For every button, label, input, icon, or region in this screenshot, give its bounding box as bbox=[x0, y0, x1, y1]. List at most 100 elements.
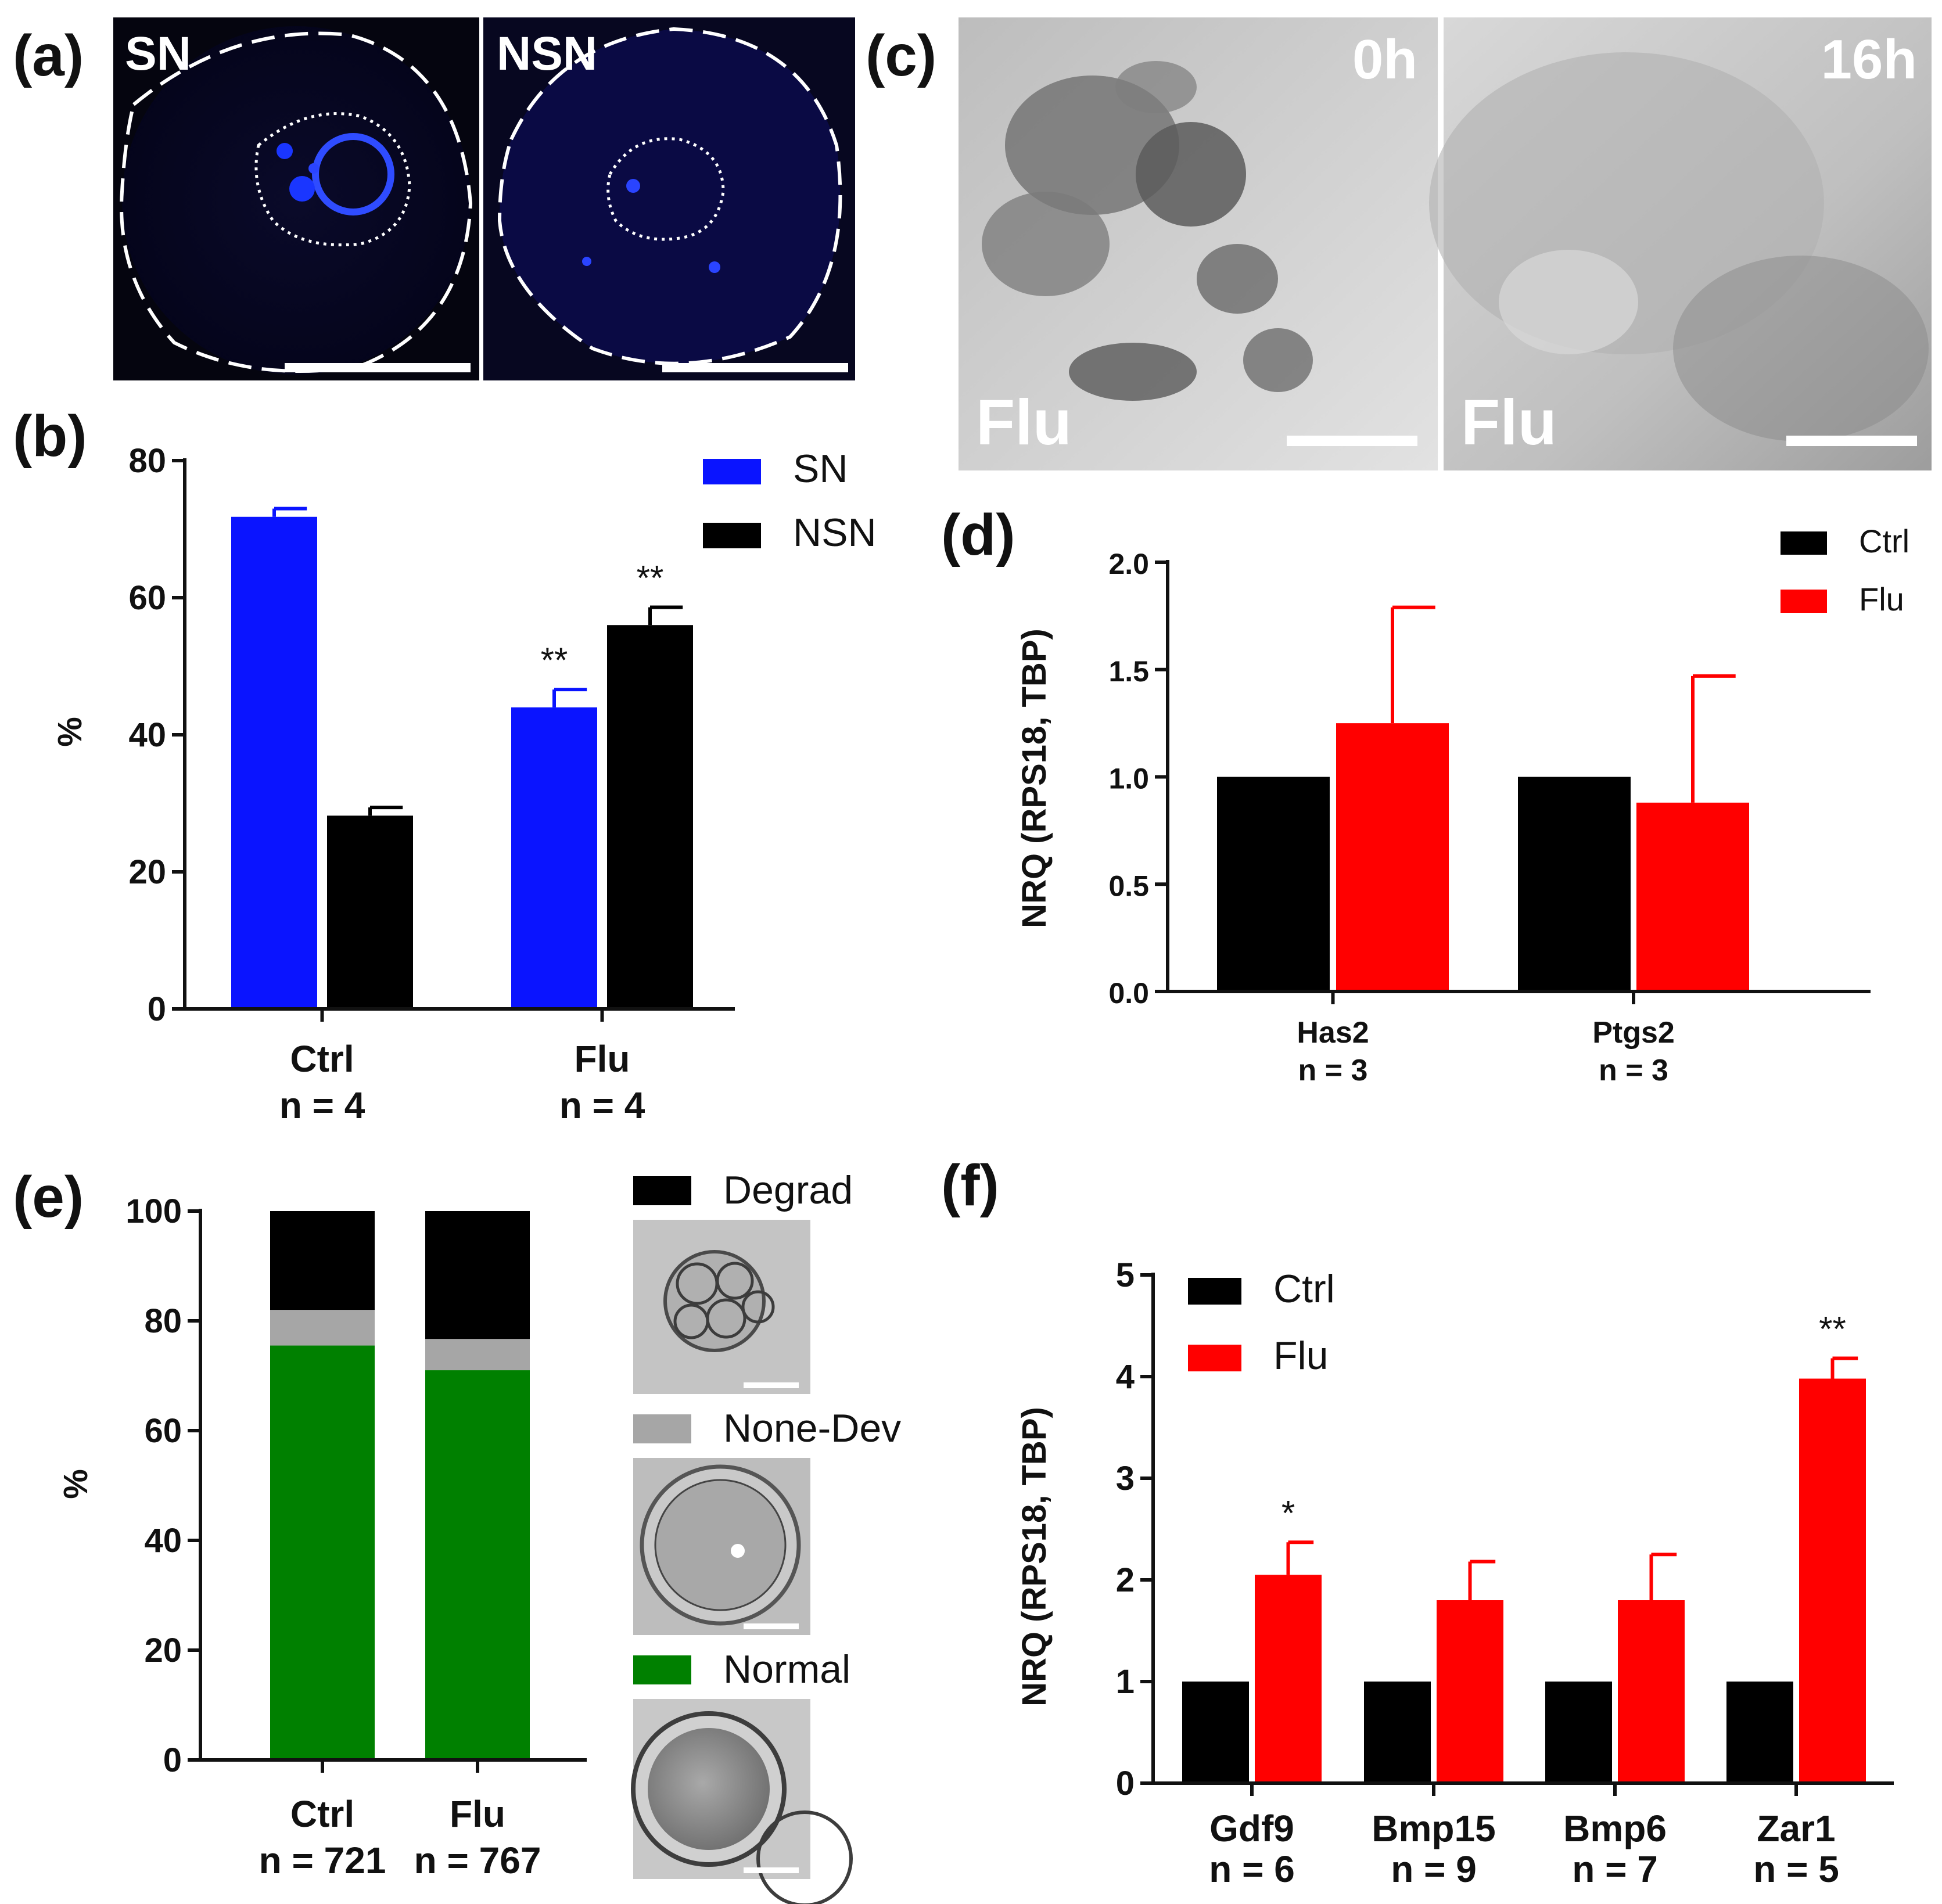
d-ytick-label: 2.0 bbox=[1108, 548, 1149, 580]
b-category-n: n = 4 bbox=[559, 1084, 645, 1126]
f-ytick-label: 1 bbox=[1116, 1663, 1135, 1701]
b-significance-NSN: ** bbox=[637, 559, 664, 598]
b-legend-label-NSN: NSN bbox=[793, 511, 877, 555]
cumulus-0h-micrograph bbox=[959, 17, 1438, 470]
treatment-label-16h: Flu bbox=[1461, 387, 1557, 458]
bar-f-Bmp15-Flu bbox=[1437, 1600, 1503, 1783]
b-category-label: Flu bbox=[575, 1038, 630, 1080]
f-ytick-label: 5 bbox=[1116, 1256, 1135, 1294]
cumulus-16h-micrograph bbox=[1429, 17, 1932, 470]
e-category-label: Flu bbox=[450, 1793, 505, 1835]
bar-d-Ptgs2-Ctrl bbox=[1518, 777, 1631, 991]
d-category-n: n = 3 bbox=[1298, 1054, 1368, 1087]
f-ytick-label: 4 bbox=[1116, 1358, 1135, 1396]
bar-e-Flu-Normal bbox=[425, 1370, 530, 1760]
b-category-label: Ctrl bbox=[290, 1038, 354, 1080]
bar-f-Gdf9-Flu bbox=[1255, 1575, 1322, 1783]
e-ytick-label: 60 bbox=[144, 1412, 182, 1450]
none-dev-example-image bbox=[633, 1458, 810, 1635]
b-significance-SN: ** bbox=[541, 641, 568, 680]
bar-f-Gdf9-Ctrl bbox=[1182, 1682, 1249, 1783]
f-legend-label-Ctrl: Ctrl bbox=[1273, 1267, 1335, 1311]
d-category-label: Has2 bbox=[1297, 1016, 1369, 1050]
d-category-label: Ptgs2 bbox=[1592, 1016, 1675, 1050]
nsn-micrograph bbox=[483, 17, 855, 380]
bar-f-Bmp15-Ctrl bbox=[1364, 1682, 1431, 1783]
b-ytick-label: 80 bbox=[128, 442, 166, 480]
panel-e-example-images bbox=[631, 1220, 853, 1904]
bar-e-Flu-Degrad bbox=[425, 1211, 530, 1339]
treatment-label-0h: Flu bbox=[976, 387, 1072, 458]
normal-example-image bbox=[631, 1699, 853, 1904]
f-category-n: n = 6 bbox=[1209, 1848, 1295, 1890]
time-label-16h: 16h bbox=[1821, 28, 1917, 91]
chart-d: (d) NRQ (RPS18, TBP) 0.0 0.5 1.0 1.5 2.0 Has2… bbox=[941, 502, 1909, 1087]
e-ytick-label: 0 bbox=[163, 1741, 182, 1779]
panel-c-letter: (c) bbox=[866, 23, 936, 88]
bar-f-Bmp6-Flu bbox=[1618, 1600, 1685, 1783]
sn-micrograph bbox=[113, 17, 479, 380]
bar-e-Ctrl-Degrad bbox=[270, 1211, 375, 1310]
f-significance-Gdf9: * bbox=[1281, 1493, 1295, 1532]
panel-a: (a) SN NSN bbox=[13, 17, 855, 380]
b-ytick-label: 20 bbox=[128, 853, 166, 891]
f-legend-swatch-Flu bbox=[1188, 1345, 1241, 1371]
d-ytick-label: 1.5 bbox=[1108, 655, 1149, 688]
time-label-0h: 0h bbox=[1352, 28, 1417, 91]
d-legend-label-Ctrl: Ctrl bbox=[1859, 523, 1909, 559]
f-significance-Zar1: ** bbox=[1819, 1310, 1846, 1349]
bar-f-Zar1-Flu bbox=[1799, 1378, 1866, 1783]
d-ytick-label: 0.0 bbox=[1108, 977, 1149, 1010]
chart-e-ylabel: % bbox=[57, 1469, 95, 1499]
bar-b-Flu-SN bbox=[511, 707, 597, 1009]
e-ytick-label: 80 bbox=[144, 1302, 182, 1340]
b-legend-swatch-NSN bbox=[703, 523, 761, 548]
f-category-label: Gdf9 bbox=[1209, 1808, 1294, 1849]
panel-f-letter: (f) bbox=[941, 1153, 999, 1218]
b-ytick-label: 40 bbox=[128, 716, 166, 754]
d-ytick-label: 1.0 bbox=[1108, 763, 1149, 795]
f-category-n: n = 7 bbox=[1572, 1848, 1658, 1890]
f-legend-label-Flu: Flu bbox=[1273, 1334, 1328, 1378]
b-ytick-label: 0 bbox=[148, 990, 166, 1028]
e-ytick-label: 20 bbox=[144, 1632, 182, 1669]
f-category-label: Bmp6 bbox=[1563, 1808, 1667, 1849]
e-ytick-label: 40 bbox=[144, 1522, 182, 1560]
e-legend-label-Degrad: Degrad bbox=[723, 1168, 853, 1212]
degrad-example-image bbox=[633, 1220, 810, 1394]
e-ytick-label: 100 bbox=[125, 1192, 182, 1230]
e-category-n: n = 767 bbox=[414, 1840, 541, 1881]
e-category-n: n = 721 bbox=[259, 1840, 386, 1881]
e-legend-label-None-Dev: None-Dev bbox=[723, 1406, 901, 1450]
e-category-label: Ctrl bbox=[290, 1793, 354, 1835]
panel-a-letter: (a) bbox=[13, 23, 84, 88]
bar-f-Zar1-Ctrl bbox=[1726, 1682, 1793, 1783]
e-legend-swatch-Degrad bbox=[633, 1176, 691, 1205]
bar-e-Ctrl-None-Dev bbox=[270, 1310, 375, 1346]
bar-d-Ptgs2-Flu bbox=[1636, 802, 1749, 991]
bar-d-Has2-Ctrl bbox=[1217, 777, 1330, 991]
e-legend-swatch-None-Dev bbox=[633, 1414, 691, 1443]
bar-b-Ctrl-NSN bbox=[327, 816, 413, 1009]
d-ytick-label: 0.5 bbox=[1108, 870, 1149, 902]
b-ytick-label: 60 bbox=[128, 579, 166, 617]
bar-f-Bmp6-Ctrl bbox=[1545, 1682, 1612, 1783]
bar-b-Flu-NSN bbox=[607, 625, 693, 1009]
bar-e-Ctrl-Normal bbox=[270, 1345, 375, 1760]
f-category-n: n = 5 bbox=[1753, 1848, 1839, 1890]
panel-b-letter: (b) bbox=[13, 404, 87, 469]
bar-e-Flu-None-Dev bbox=[425, 1339, 530, 1371]
b-legend-swatch-SN bbox=[703, 459, 761, 484]
chart-f-ylabel: NRQ (RPS18, TBP) bbox=[1015, 1407, 1053, 1707]
d-legend-swatch-Ctrl bbox=[1781, 531, 1827, 555]
d-legend-swatch-Flu bbox=[1781, 590, 1827, 613]
sn-image-label: SN bbox=[125, 27, 191, 80]
chart-d-ylabel: NRQ (RPS18, TBP) bbox=[1015, 628, 1053, 928]
d-legend-label-Flu: Flu bbox=[1859, 581, 1904, 617]
f-category-label: Bmp15 bbox=[1372, 1808, 1495, 1849]
panel-c: (c) 0h Flu 16h Flu bbox=[866, 17, 1932, 470]
e-legend-label-Normal: Normal bbox=[723, 1647, 850, 1691]
